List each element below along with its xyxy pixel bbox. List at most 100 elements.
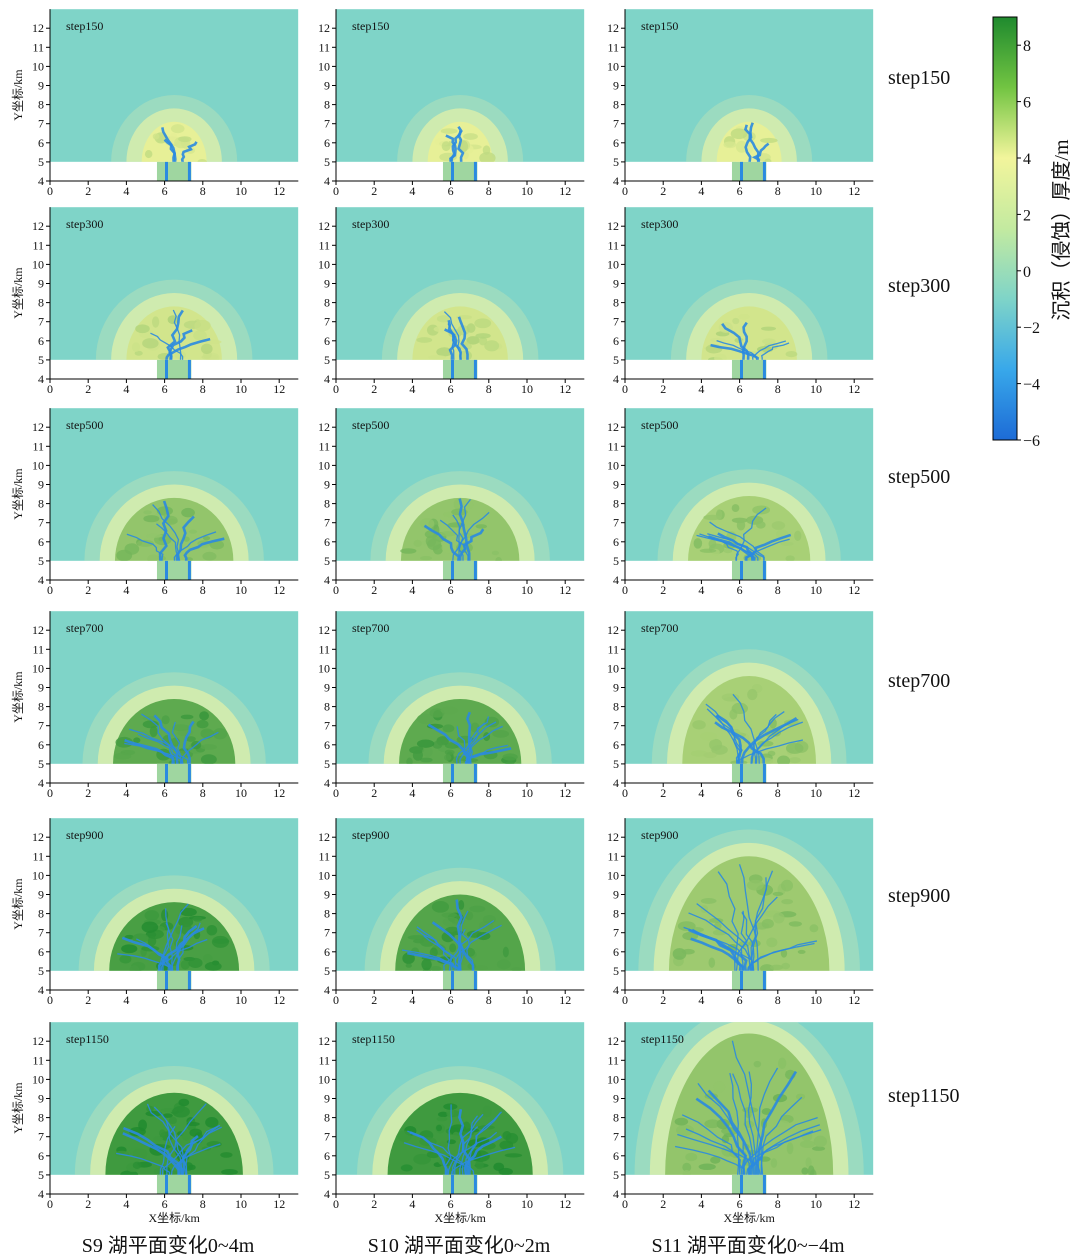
y-tick-label: 6 (613, 945, 619, 959)
y-tick-label: 10 (607, 59, 619, 73)
y-tick-label: 9 (38, 1092, 44, 1106)
feeder (442, 1174, 478, 1194)
lobe (221, 1168, 238, 1176)
x-tick-label: 6 (162, 993, 168, 1007)
x-tick-label: 6 (162, 583, 168, 597)
y-tick-label: 7 (38, 315, 44, 329)
lobe (145, 533, 162, 538)
channel (677, 1133, 765, 1194)
lobe (799, 1140, 816, 1148)
lobe (135, 324, 150, 334)
channel (761, 342, 790, 379)
panel-step-label: step700 (66, 621, 103, 635)
x-tick-label: 12 (559, 1197, 571, 1211)
y-tick-label: 11 (607, 642, 619, 656)
x-tick-label: 0 (622, 786, 628, 800)
x-tick-label: 8 (486, 1197, 492, 1211)
channel (423, 524, 461, 580)
lobe (781, 962, 791, 970)
y-tick-label: 4 (324, 573, 330, 587)
x-tick-label: 4 (123, 583, 129, 597)
x-tick-label: 12 (848, 583, 860, 597)
colorbar (992, 16, 1018, 441)
x-tick-label: 10 (235, 184, 247, 198)
y-axis-label: Y坐标/km (11, 468, 25, 520)
lobe (444, 754, 452, 761)
lobe (699, 731, 718, 741)
feeder (442, 763, 478, 783)
x-tick-label: 4 (409, 184, 415, 198)
channel (159, 938, 208, 990)
lobe (777, 1057, 787, 1069)
row-label: step150 (888, 67, 950, 89)
y-tick-label: 6 (324, 535, 330, 549)
panel: 0 2 4 6 8 10 12 4 5 6 7 8 9 10 11 12 step1150 X坐标/km (607, 1022, 874, 1225)
y-tick-label: 10 (32, 458, 44, 472)
x-tick-label: 8 (200, 1197, 206, 1211)
y-tick-label: 12 (318, 623, 330, 637)
column-label: S10 湖平面变化0~2m (368, 1234, 551, 1257)
x-tick-label: 12 (848, 1197, 860, 1211)
x-tick-label: 4 (123, 184, 129, 198)
channel (416, 926, 451, 990)
plot-area (336, 9, 585, 181)
y-tick-label: 5 (324, 353, 330, 367)
x-tick-label: 4 (409, 993, 415, 1007)
lobe (438, 1141, 450, 1148)
lobe (795, 1093, 806, 1100)
lobe (785, 545, 803, 555)
lobe (199, 711, 210, 721)
lobe (797, 949, 806, 954)
plot-area (625, 408, 874, 580)
y-tick-label: 8 (38, 98, 44, 112)
channel (447, 323, 455, 379)
x-tick-label: 6 (448, 184, 454, 198)
y-tick-label: 4 (38, 983, 44, 997)
x-tick-label: 4 (123, 786, 129, 800)
colorbar-label: 沉积（侵蚀）厚度/m (1050, 139, 1073, 321)
lobe (781, 899, 794, 905)
x-tick-label: 10 (810, 184, 822, 198)
panel-step-label: step500 (352, 418, 389, 432)
x-tick-label: 12 (273, 382, 285, 396)
x-tick-label: 8 (200, 993, 206, 1007)
x-tick-label: 4 (698, 382, 704, 396)
y-tick-label: 9 (38, 277, 44, 291)
lobe (121, 944, 138, 954)
channel (717, 871, 739, 990)
panel-step-label: step300 (66, 217, 103, 231)
lobe (124, 934, 135, 940)
y-tick-label: 5 (38, 554, 44, 568)
y-tick-label: 4 (613, 776, 619, 790)
lobe (427, 538, 442, 551)
channel (181, 1124, 221, 1194)
lobe (786, 1142, 794, 1155)
lobe (144, 910, 160, 921)
lobe (413, 1153, 431, 1165)
lobe (492, 730, 510, 738)
lobe (436, 1116, 448, 1122)
channel (128, 728, 189, 783)
panel-step-label: step900 (641, 828, 678, 842)
y-tick-label: 4 (38, 372, 44, 386)
y-tick-label: 4 (613, 174, 619, 188)
row-label: step300 (888, 275, 950, 297)
lobe (788, 921, 802, 927)
lobe (193, 330, 207, 341)
lobe (755, 521, 766, 529)
lobe (502, 753, 518, 761)
y-tick-label: 4 (613, 983, 619, 997)
y-tick-label: 9 (324, 478, 330, 492)
x-tick-label: 12 (273, 993, 285, 1007)
lobe (119, 954, 132, 964)
x-tick-label: 6 (162, 1197, 168, 1211)
lobe (463, 133, 478, 140)
y-tick-label: 5 (324, 757, 330, 771)
channel (162, 337, 211, 379)
lobe (771, 521, 786, 530)
channel (161, 1126, 222, 1194)
lobe (206, 1141, 222, 1148)
channel (450, 511, 490, 580)
channel (173, 531, 217, 580)
lobe (747, 689, 758, 701)
